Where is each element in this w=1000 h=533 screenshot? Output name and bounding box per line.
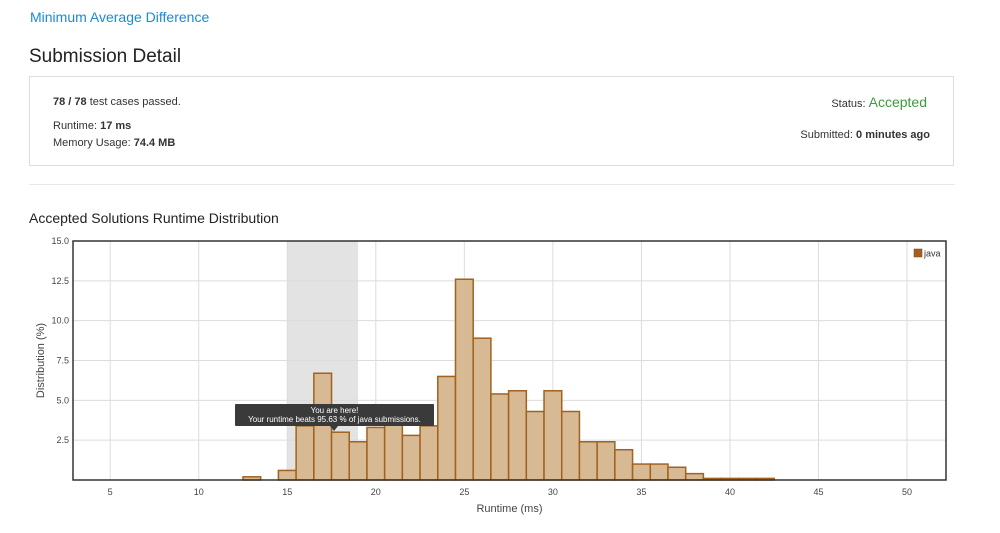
bar [419,425,439,481]
bar [578,441,598,481]
bar [490,393,510,481]
bar [330,431,350,481]
test-cases-summary: 78 / 78 test cases passed. [53,96,181,108]
x-tick-label: 40 [725,487,735,497]
plot-frame [72,240,947,481]
submitted-label: Submitted: [800,129,857,141]
status-line: Status: Accepted [831,94,927,110]
submission-detail-panel: 78 / 78 test cases passed. Runtime: 17 m… [29,76,954,166]
tooltip-arrow-icon [330,426,338,431]
runtime-label: Runtime: [53,120,101,132]
y-tick-label: 10.0 [51,316,69,326]
runtime-tooltip: You are here! Your runtime beats 95.63 %… [235,404,434,426]
bar [667,466,687,481]
runtime-line: Runtime: 17 ms [53,120,131,132]
memory-label: Memory Usage: [53,137,134,149]
y-tick-label: 7.5 [56,356,69,366]
page-title: Submission Detail [29,46,182,67]
x-tick-label: 20 [371,487,381,497]
bar [525,410,545,481]
bar [507,390,528,481]
bar [631,463,652,481]
bar [401,434,421,481]
bar [437,375,457,481]
x-tick-label: 25 [459,487,469,497]
bar [454,278,474,481]
test-cases-suffix: test cases passed. [86,96,181,108]
runtime-value: 17 ms [100,120,132,132]
x-tick-label: 30 [548,487,558,497]
legend-label: java [923,249,941,259]
submitted-line: Submitted: 0 minutes ago [800,129,930,141]
y-tick-label: 15.0 [51,236,69,246]
y-tick-label: 5.0 [56,395,69,405]
memory-line: Memory Usage: 74.4 MB [53,137,175,149]
problem-title-link[interactable]: Minimum Average Difference [30,9,210,25]
bar [472,337,492,481]
y-tick-label: 2.5 [56,435,69,445]
x-tick-label: 50 [902,487,912,497]
tooltip-line-2: Your runtime beats 95.63 % of java submi… [248,415,421,424]
x-axis-label: Runtime (ms) [476,503,542,515]
x-tick-label: 15 [282,487,292,497]
x-tick-label: 5 [108,487,113,497]
bar [295,425,315,481]
x-tick-label: 35 [636,487,646,497]
bar [383,423,404,481]
tooltip-line-1: You are here! [310,406,359,415]
bar [348,441,368,481]
legend-swatch [913,248,923,258]
status-badge: Accepted [868,94,927,110]
x-tick-label: 45 [813,487,823,497]
submitted-value: 0 minutes ago [856,129,930,141]
bar [366,426,386,481]
bar [560,410,581,481]
section-divider [29,184,955,185]
memory-value: 74.4 MB [133,137,176,149]
bar [684,472,705,481]
bar [277,469,297,481]
bar [543,390,563,481]
bar [614,448,634,481]
runtime-distribution-chart: 5 10 15 20 25 30 35 40 45 50 2.5 5.0 7.5 10.0 12.5 15.0… [35,236,947,515]
y-axis-label: Distribution (%) [35,323,47,398]
bar [649,463,669,481]
x-tick-label: 10 [194,487,204,497]
test-cases-count: 78 / 78 [53,96,87,108]
y-tick-label: 12.5 [51,276,69,286]
bar [313,372,333,481]
status-label: Status: [831,98,869,110]
bar [596,441,616,481]
chart-title: Accepted Solutions Runtime Distribution [29,210,279,226]
